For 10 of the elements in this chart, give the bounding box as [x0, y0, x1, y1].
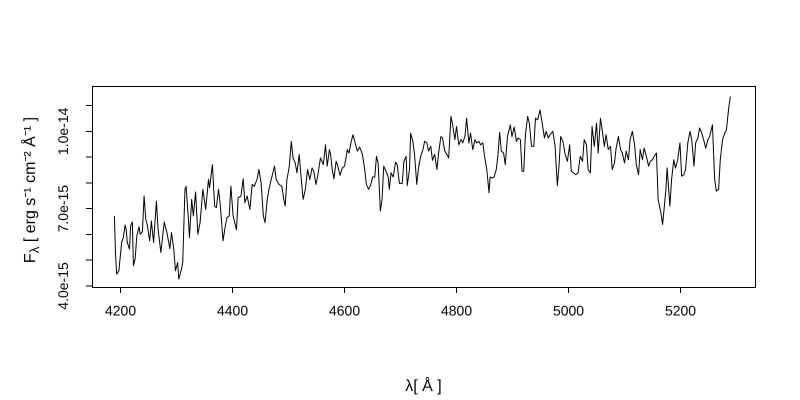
x-tick-label: 4200	[104, 302, 136, 318]
y-tick-label: 7.0e-15	[54, 184, 71, 232]
y-tick-label: 4.0e-15	[54, 262, 71, 310]
y-tick-label: 1.0e-14	[54, 107, 71, 156]
x-tick-label: 4400	[216, 302, 248, 318]
x-tick-label: 5200	[664, 302, 696, 318]
x-tick-label: 4600	[328, 302, 360, 318]
x-axis-title: λ[ Å ]	[405, 376, 442, 395]
x-tick-label: 4800	[440, 302, 472, 318]
x-tick-label: 5000	[552, 302, 584, 318]
